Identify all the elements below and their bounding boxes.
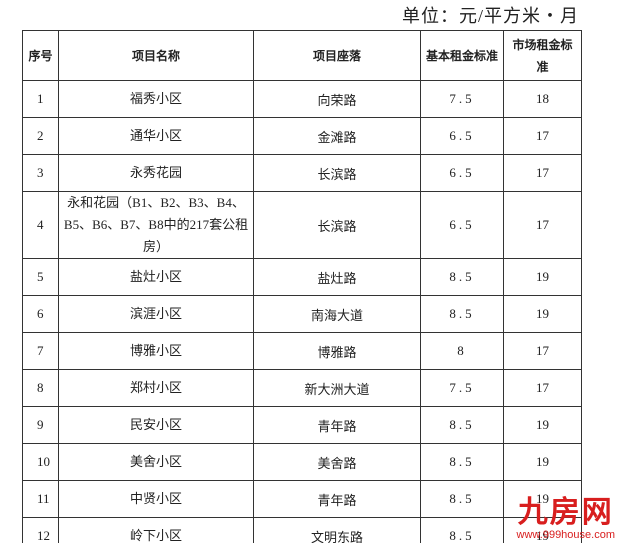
table-row: 6 滨涯小区 南海大道 8.5 19 bbox=[22, 295, 582, 333]
table-cell: 10 bbox=[22, 443, 59, 481]
table-row: 3 永秀花园 长滨路 6.5 17 bbox=[22, 154, 582, 192]
table-row: 2 通华小区 金滩路 6.5 17 bbox=[22, 117, 582, 155]
table-cell: 6.5 bbox=[420, 117, 504, 155]
table-cell: 南海大道 bbox=[253, 295, 421, 333]
table-cell: 6 bbox=[22, 295, 59, 333]
table-cell: 8.5 bbox=[420, 258, 504, 296]
table-cell: 17 bbox=[503, 369, 582, 407]
table-cell: 博雅小区 bbox=[58, 332, 254, 370]
table-cell: 12 bbox=[22, 517, 59, 543]
header-cell: 基本租金标准 bbox=[420, 30, 504, 81]
table-cell: 青年路 bbox=[253, 480, 421, 518]
table-cell: 17 bbox=[503, 332, 582, 370]
watermark-logo: 九房网 bbox=[517, 495, 614, 530]
table-cell: 1 bbox=[22, 80, 59, 118]
table-cell: 8.5 bbox=[420, 443, 504, 481]
table-cell: 长滨路 bbox=[253, 191, 421, 259]
table-cell: 青年路 bbox=[253, 406, 421, 444]
table-cell: 6.5 bbox=[420, 191, 504, 259]
table-row: 11 中贤小区 青年路 8.5 19 bbox=[22, 480, 582, 518]
table-cell: 8.5 bbox=[420, 406, 504, 444]
table-body: 1 福秀小区 向荣路 7.5 18 2 通华小区 金滩路 6.5 17 3 永秀花园 长滨路 6.5 17 4… bbox=[22, 80, 582, 543]
table-cell: 6.5 bbox=[420, 154, 504, 192]
header-cell: 项目名称 bbox=[58, 30, 254, 81]
table-row: 4 永和花园（B1、B2、B3、B4、B5、B6、B7、B8中的217套公租房）长… bbox=[22, 191, 582, 259]
table-cell: 新大洲大道 bbox=[253, 369, 421, 407]
table-cell: 美舍小区 bbox=[58, 443, 254, 481]
table-cell: 7.5 bbox=[420, 369, 504, 407]
table-cell: 7.5 bbox=[420, 80, 504, 118]
table-cell: 17 bbox=[503, 117, 582, 155]
table-cell: 8.5 bbox=[420, 295, 504, 333]
unit-label: 单位：元/平方米・月 bbox=[401, 6, 579, 26]
table-cell: 金滩路 bbox=[253, 117, 421, 155]
table-cell: 8.5 bbox=[420, 480, 504, 518]
table-cell: 盐灶小区 bbox=[58, 258, 254, 296]
table-cell: 3 bbox=[22, 154, 59, 192]
table-cell: 19 bbox=[503, 258, 582, 296]
table-cell: 永秀花园 bbox=[58, 154, 254, 192]
table-cell: 8 bbox=[22, 369, 59, 407]
table-cell: 11 bbox=[22, 480, 59, 518]
table-cell: 19 bbox=[503, 406, 582, 444]
table-row: 5 盐灶小区 盐灶路 8.5 19 bbox=[22, 258, 582, 296]
table-cell: 美舍路 bbox=[253, 443, 421, 481]
table-row: 10 美舍小区 美舍路 8.5 19 bbox=[22, 443, 582, 481]
table-cell: 17 bbox=[503, 191, 582, 259]
table-cell: 滨涯小区 bbox=[58, 295, 254, 333]
table-cell: 8.5 bbox=[420, 517, 504, 543]
watermark-url: www.999house.com bbox=[516, 529, 615, 541]
table-row: 1 福秀小区 向荣路 7.5 18 bbox=[22, 80, 582, 118]
table-cell: 19 bbox=[503, 480, 582, 518]
table-cell: 博雅路 bbox=[253, 332, 421, 370]
table-cell: 向荣路 bbox=[253, 80, 421, 118]
table-cell: 4 bbox=[22, 191, 59, 259]
table-cell: 2 bbox=[22, 117, 59, 155]
header-row: 序号 项目名称 项目座落 基本租金标准 市场租金标准 bbox=[22, 30, 582, 81]
table-cell: 永和花园（B1、B2、B3、B4、B5、B6、B7、B8中的217套公租房） bbox=[58, 191, 254, 259]
table-cell: 通华小区 bbox=[58, 117, 254, 155]
table-cell: 19 bbox=[503, 517, 582, 543]
table-cell: 长滨路 bbox=[253, 154, 421, 192]
header-cell: 项目座落 bbox=[253, 30, 421, 81]
table-cell: 18 bbox=[503, 80, 582, 118]
watermark: 九房网 www.999house.com bbox=[516, 495, 615, 542]
table-row: 7 博雅小区 博雅路 8 17 bbox=[22, 332, 582, 370]
table-cell: 郑村小区 bbox=[58, 369, 254, 407]
table-cell: 民安小区 bbox=[58, 406, 254, 444]
header-cell: 市场租金标准 bbox=[503, 30, 582, 81]
table-cell: 19 bbox=[503, 443, 582, 481]
rent-table: 序号 项目名称 项目座落 基本租金标准 市场租金标准 1 福秀小区 向荣路 7.5 18 2 通华小… bbox=[22, 30, 582, 543]
table-cell: 8 bbox=[420, 332, 504, 370]
table-row: 9 民安小区 青年路 8.5 19 bbox=[22, 406, 582, 444]
table-cell: 17 bbox=[503, 154, 582, 192]
header-cell: 序号 bbox=[22, 30, 59, 81]
table-cell: 5 bbox=[22, 258, 59, 296]
table-cell: 福秀小区 bbox=[58, 80, 254, 118]
table-cell: 中贤小区 bbox=[58, 480, 254, 518]
table-cell: 岭下小区 bbox=[58, 517, 254, 543]
table-cell: 19 bbox=[503, 295, 582, 333]
table-cell: 7 bbox=[22, 332, 59, 370]
table-row: 12 岭下小区 文明东路 8.5 19 bbox=[22, 517, 582, 543]
table-cell: 盐灶路 bbox=[253, 258, 421, 296]
table-cell: 文明东路 bbox=[253, 517, 421, 543]
table-row: 8 郑村小区 新大洲大道 7.5 17 bbox=[22, 369, 582, 407]
table-cell: 9 bbox=[22, 406, 59, 444]
